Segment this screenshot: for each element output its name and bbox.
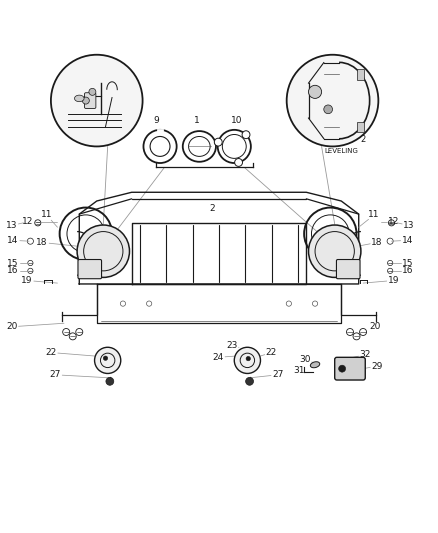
Text: 15: 15 [7, 259, 19, 268]
Text: 22: 22 [45, 348, 57, 357]
Text: 18: 18 [36, 238, 48, 247]
Circle shape [103, 356, 108, 360]
Text: 32: 32 [360, 350, 371, 359]
Text: 8: 8 [298, 92, 304, 101]
Text: 14: 14 [402, 236, 413, 245]
Ellipse shape [311, 362, 320, 368]
Text: 22: 22 [266, 348, 277, 357]
Circle shape [242, 131, 250, 139]
Ellipse shape [74, 95, 84, 102]
Circle shape [51, 55, 143, 147]
Text: 27: 27 [272, 370, 284, 379]
Circle shape [234, 348, 261, 374]
Text: 29: 29 [371, 361, 383, 370]
Bar [357, 122, 364, 132]
Text: 7: 7 [356, 66, 361, 75]
Text: LEVELING: LEVELING [324, 148, 358, 154]
Circle shape [95, 348, 121, 374]
Text: 2: 2 [210, 204, 215, 213]
Text: 27: 27 [49, 370, 61, 379]
Text: 10: 10 [231, 116, 242, 125]
Text: 31: 31 [293, 366, 305, 375]
Circle shape [214, 138, 222, 146]
Text: 12: 12 [388, 217, 399, 227]
Circle shape [82, 97, 89, 104]
Circle shape [235, 158, 243, 166]
FancyBboxPatch shape [336, 260, 360, 279]
Circle shape [308, 85, 321, 99]
Text: 19: 19 [388, 276, 399, 285]
Circle shape [106, 377, 114, 385]
Text: 11: 11 [41, 211, 52, 220]
Text: 13: 13 [403, 221, 415, 230]
Text: 2: 2 [360, 135, 366, 144]
Circle shape [246, 377, 254, 385]
FancyBboxPatch shape [78, 260, 102, 279]
Text: 24: 24 [212, 353, 224, 362]
Text: 18: 18 [371, 238, 383, 247]
Text: 14: 14 [7, 236, 18, 245]
Text: 15: 15 [402, 259, 413, 268]
Text: 11: 11 [368, 211, 380, 220]
Text: 23: 23 [226, 342, 238, 351]
Text: 13: 13 [6, 221, 18, 230]
Text: 12: 12 [22, 217, 33, 227]
Text: 20: 20 [6, 322, 17, 331]
Circle shape [308, 225, 361, 277]
Circle shape [324, 105, 332, 114]
Text: 6: 6 [63, 85, 68, 94]
Text: 5: 5 [99, 68, 105, 77]
Text: 20: 20 [370, 322, 381, 331]
FancyBboxPatch shape [335, 357, 365, 380]
Circle shape [89, 88, 96, 95]
Text: 1: 1 [194, 116, 200, 125]
Text: 9: 9 [154, 116, 159, 125]
Circle shape [77, 225, 130, 277]
Circle shape [339, 365, 346, 372]
Circle shape [246, 357, 251, 361]
Bar [357, 69, 364, 79]
Text: 30: 30 [300, 354, 311, 364]
Text: 19: 19 [21, 276, 33, 285]
Text: 16: 16 [7, 266, 19, 276]
Circle shape [287, 55, 378, 147]
FancyBboxPatch shape [85, 93, 96, 108]
Text: 16: 16 [402, 266, 413, 276]
Text: 3: 3 [114, 69, 119, 78]
